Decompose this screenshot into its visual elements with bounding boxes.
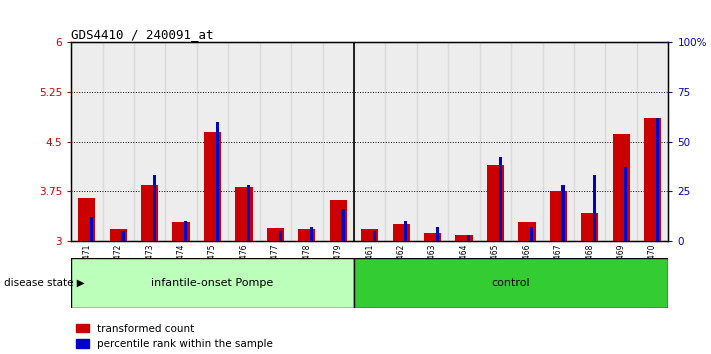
- Bar: [71, 258, 354, 308]
- Bar: [385, 42, 417, 241]
- Bar: [184, 221, 188, 241]
- Bar: [215, 122, 219, 241]
- Bar: [511, 42, 542, 241]
- Bar: [122, 231, 124, 241]
- Bar: [606, 42, 637, 241]
- Text: control: control: [492, 278, 530, 288]
- Bar: [71, 42, 102, 241]
- Bar: [330, 200, 347, 241]
- Bar: [550, 191, 567, 241]
- Bar: [90, 217, 93, 241]
- Bar: [424, 233, 442, 241]
- Bar: [260, 42, 291, 241]
- Bar: [341, 209, 345, 241]
- Bar: [542, 42, 574, 241]
- Bar: [487, 165, 504, 241]
- Bar: [562, 185, 565, 241]
- Bar: [593, 175, 596, 241]
- Bar: [323, 42, 354, 241]
- Bar: [310, 227, 313, 241]
- Bar: [436, 227, 439, 241]
- Text: GDS4410 / 240091_at: GDS4410 / 240091_at: [71, 28, 213, 41]
- Text: infantile-onset Pompe: infantile-onset Pompe: [151, 278, 274, 288]
- Bar: [228, 42, 260, 241]
- Bar: [204, 132, 221, 241]
- Bar: [467, 235, 470, 241]
- Bar: [354, 258, 668, 308]
- Legend: transformed count, percentile rank within the sample: transformed count, percentile rank withi…: [76, 324, 273, 349]
- Bar: [530, 227, 533, 241]
- Bar: [624, 167, 628, 241]
- Bar: [449, 42, 480, 241]
- Bar: [637, 42, 668, 241]
- Bar: [166, 42, 197, 241]
- Bar: [480, 42, 511, 241]
- Bar: [417, 42, 449, 241]
- Bar: [153, 175, 156, 241]
- Bar: [141, 184, 159, 241]
- Bar: [267, 228, 284, 241]
- Bar: [173, 222, 190, 241]
- Bar: [279, 231, 282, 241]
- Bar: [498, 158, 502, 241]
- Bar: [291, 42, 323, 241]
- Bar: [134, 42, 166, 241]
- Bar: [644, 119, 661, 241]
- Bar: [109, 229, 127, 241]
- Bar: [581, 213, 599, 241]
- Bar: [656, 118, 659, 241]
- Bar: [613, 134, 630, 241]
- Bar: [298, 229, 316, 241]
- Bar: [78, 198, 95, 241]
- Bar: [102, 42, 134, 241]
- Bar: [247, 185, 250, 241]
- Bar: [455, 235, 473, 241]
- Bar: [405, 221, 407, 241]
- Bar: [518, 222, 535, 241]
- Bar: [235, 187, 252, 241]
- Bar: [574, 42, 606, 241]
- Bar: [361, 229, 378, 241]
- Bar: [373, 231, 376, 241]
- Bar: [392, 224, 410, 241]
- Text: disease state ▶: disease state ▶: [4, 278, 85, 288]
- Bar: [197, 42, 228, 241]
- Bar: [354, 42, 385, 241]
